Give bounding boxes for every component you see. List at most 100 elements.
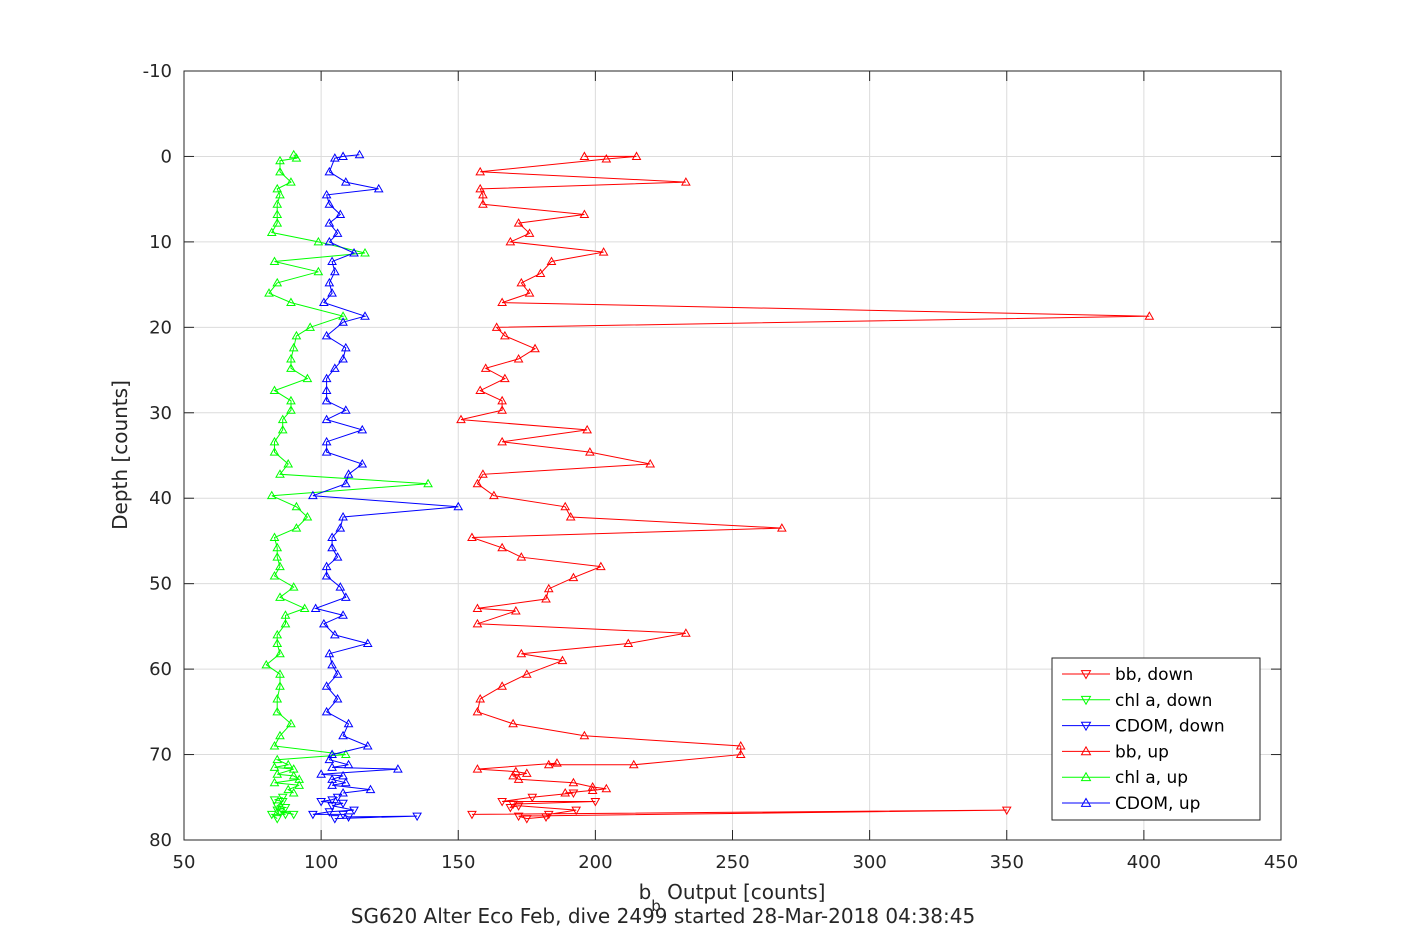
data-point	[324, 199, 335, 208]
data-point	[601, 154, 612, 163]
data-point	[329, 629, 340, 639]
data-point	[505, 236, 516, 246]
data-point	[305, 322, 316, 331]
data-point	[324, 166, 335, 176]
data-point	[316, 769, 326, 778]
data-point	[319, 618, 329, 628]
data-point	[467, 810, 477, 820]
data-point	[272, 542, 283, 552]
data-point	[524, 288, 535, 297]
data-point	[568, 572, 579, 582]
data-point	[321, 436, 332, 446]
data-point	[288, 787, 299, 797]
data-point	[475, 694, 486, 703]
data-point	[288, 149, 299, 159]
data-point	[324, 648, 335, 658]
data-point	[508, 770, 518, 780]
data-point	[497, 542, 507, 552]
data-point	[513, 218, 524, 227]
data-point	[601, 783, 612, 793]
data-point	[565, 512, 576, 521]
y-tick-labels: -10 0 10 20 30 40 50 60 70 80	[143, 61, 172, 851]
data-point	[497, 681, 507, 690]
data-point	[568, 777, 579, 787]
data-point	[286, 363, 296, 372]
data-point	[582, 424, 593, 434]
data-point	[327, 256, 337, 266]
data-point	[332, 694, 343, 703]
data-point	[735, 749, 746, 759]
data-point	[628, 759, 639, 769]
data-point	[357, 459, 368, 468]
data-point	[500, 330, 510, 340]
data-point	[681, 177, 691, 186]
series-bb-down	[467, 789, 1012, 824]
data-point	[321, 385, 332, 395]
legend-label: bb, down	[1115, 665, 1193, 685]
x-axis-label: bb Output [counts]	[639, 880, 826, 915]
data-point	[272, 754, 283, 764]
data-point	[335, 582, 346, 591]
data-point	[521, 815, 532, 824]
series-line-cdom-up	[312, 154, 459, 794]
data-point	[543, 810, 554, 820]
data-point	[280, 618, 291, 628]
data-point	[338, 311, 348, 320]
data-point	[338, 610, 348, 619]
data-point	[294, 774, 305, 783]
legend-item-cdom-up: CDOM, up	[1062, 794, 1200, 814]
data-point	[321, 681, 332, 690]
legend-item-bb-up: bb, up	[1062, 742, 1169, 762]
data-point	[631, 151, 642, 160]
data-point	[349, 806, 359, 816]
data-point	[335, 523, 346, 532]
series-layer	[261, 149, 1155, 824]
data-point	[535, 268, 546, 278]
series-chl-a-down	[266, 793, 299, 824]
data-point	[277, 414, 288, 424]
data-point	[516, 552, 527, 561]
data-point	[272, 209, 283, 219]
series-line-chl-a-up	[265, 154, 429, 794]
data-point	[508, 718, 518, 728]
data-point	[261, 659, 272, 669]
data-point	[275, 681, 285, 690]
data-point	[357, 424, 368, 434]
data-point	[475, 385, 486, 395]
x-tick-label: 350	[990, 852, 1024, 873]
data-point	[327, 762, 337, 771]
data-point	[530, 343, 540, 353]
data-point	[340, 177, 351, 186]
y-tick-label: 0	[161, 146, 172, 167]
data-point	[340, 405, 351, 414]
data-point	[541, 594, 551, 603]
ticks	[183, 70, 1282, 841]
data-point	[500, 373, 510, 383]
data-point	[286, 177, 296, 186]
data-point	[324, 236, 335, 246]
data-point	[497, 405, 507, 414]
data-point	[579, 209, 590, 219]
data-point	[321, 373, 332, 383]
data-point	[489, 490, 499, 500]
data-point	[475, 183, 486, 193]
data-point	[456, 414, 466, 424]
data-point	[275, 561, 285, 571]
data-point	[321, 570, 332, 580]
data-point	[321, 561, 332, 571]
y-tick-label: 60	[149, 659, 172, 680]
y-tick-label: 50	[149, 574, 172, 595]
legend-label: bb, up	[1115, 742, 1169, 762]
data-point	[321, 189, 332, 199]
y-tick-label: 10	[149, 232, 172, 253]
legend-item-cdom-down: CDOM, down	[1062, 717, 1225, 737]
data-point	[272, 802, 283, 811]
data-point	[560, 787, 571, 797]
data-point	[324, 277, 335, 287]
data-point	[288, 770, 299, 780]
data-point	[294, 780, 305, 789]
data-point	[343, 813, 354, 822]
data-point	[467, 532, 477, 542]
data-point	[505, 804, 516, 813]
data-point	[302, 373, 313, 383]
